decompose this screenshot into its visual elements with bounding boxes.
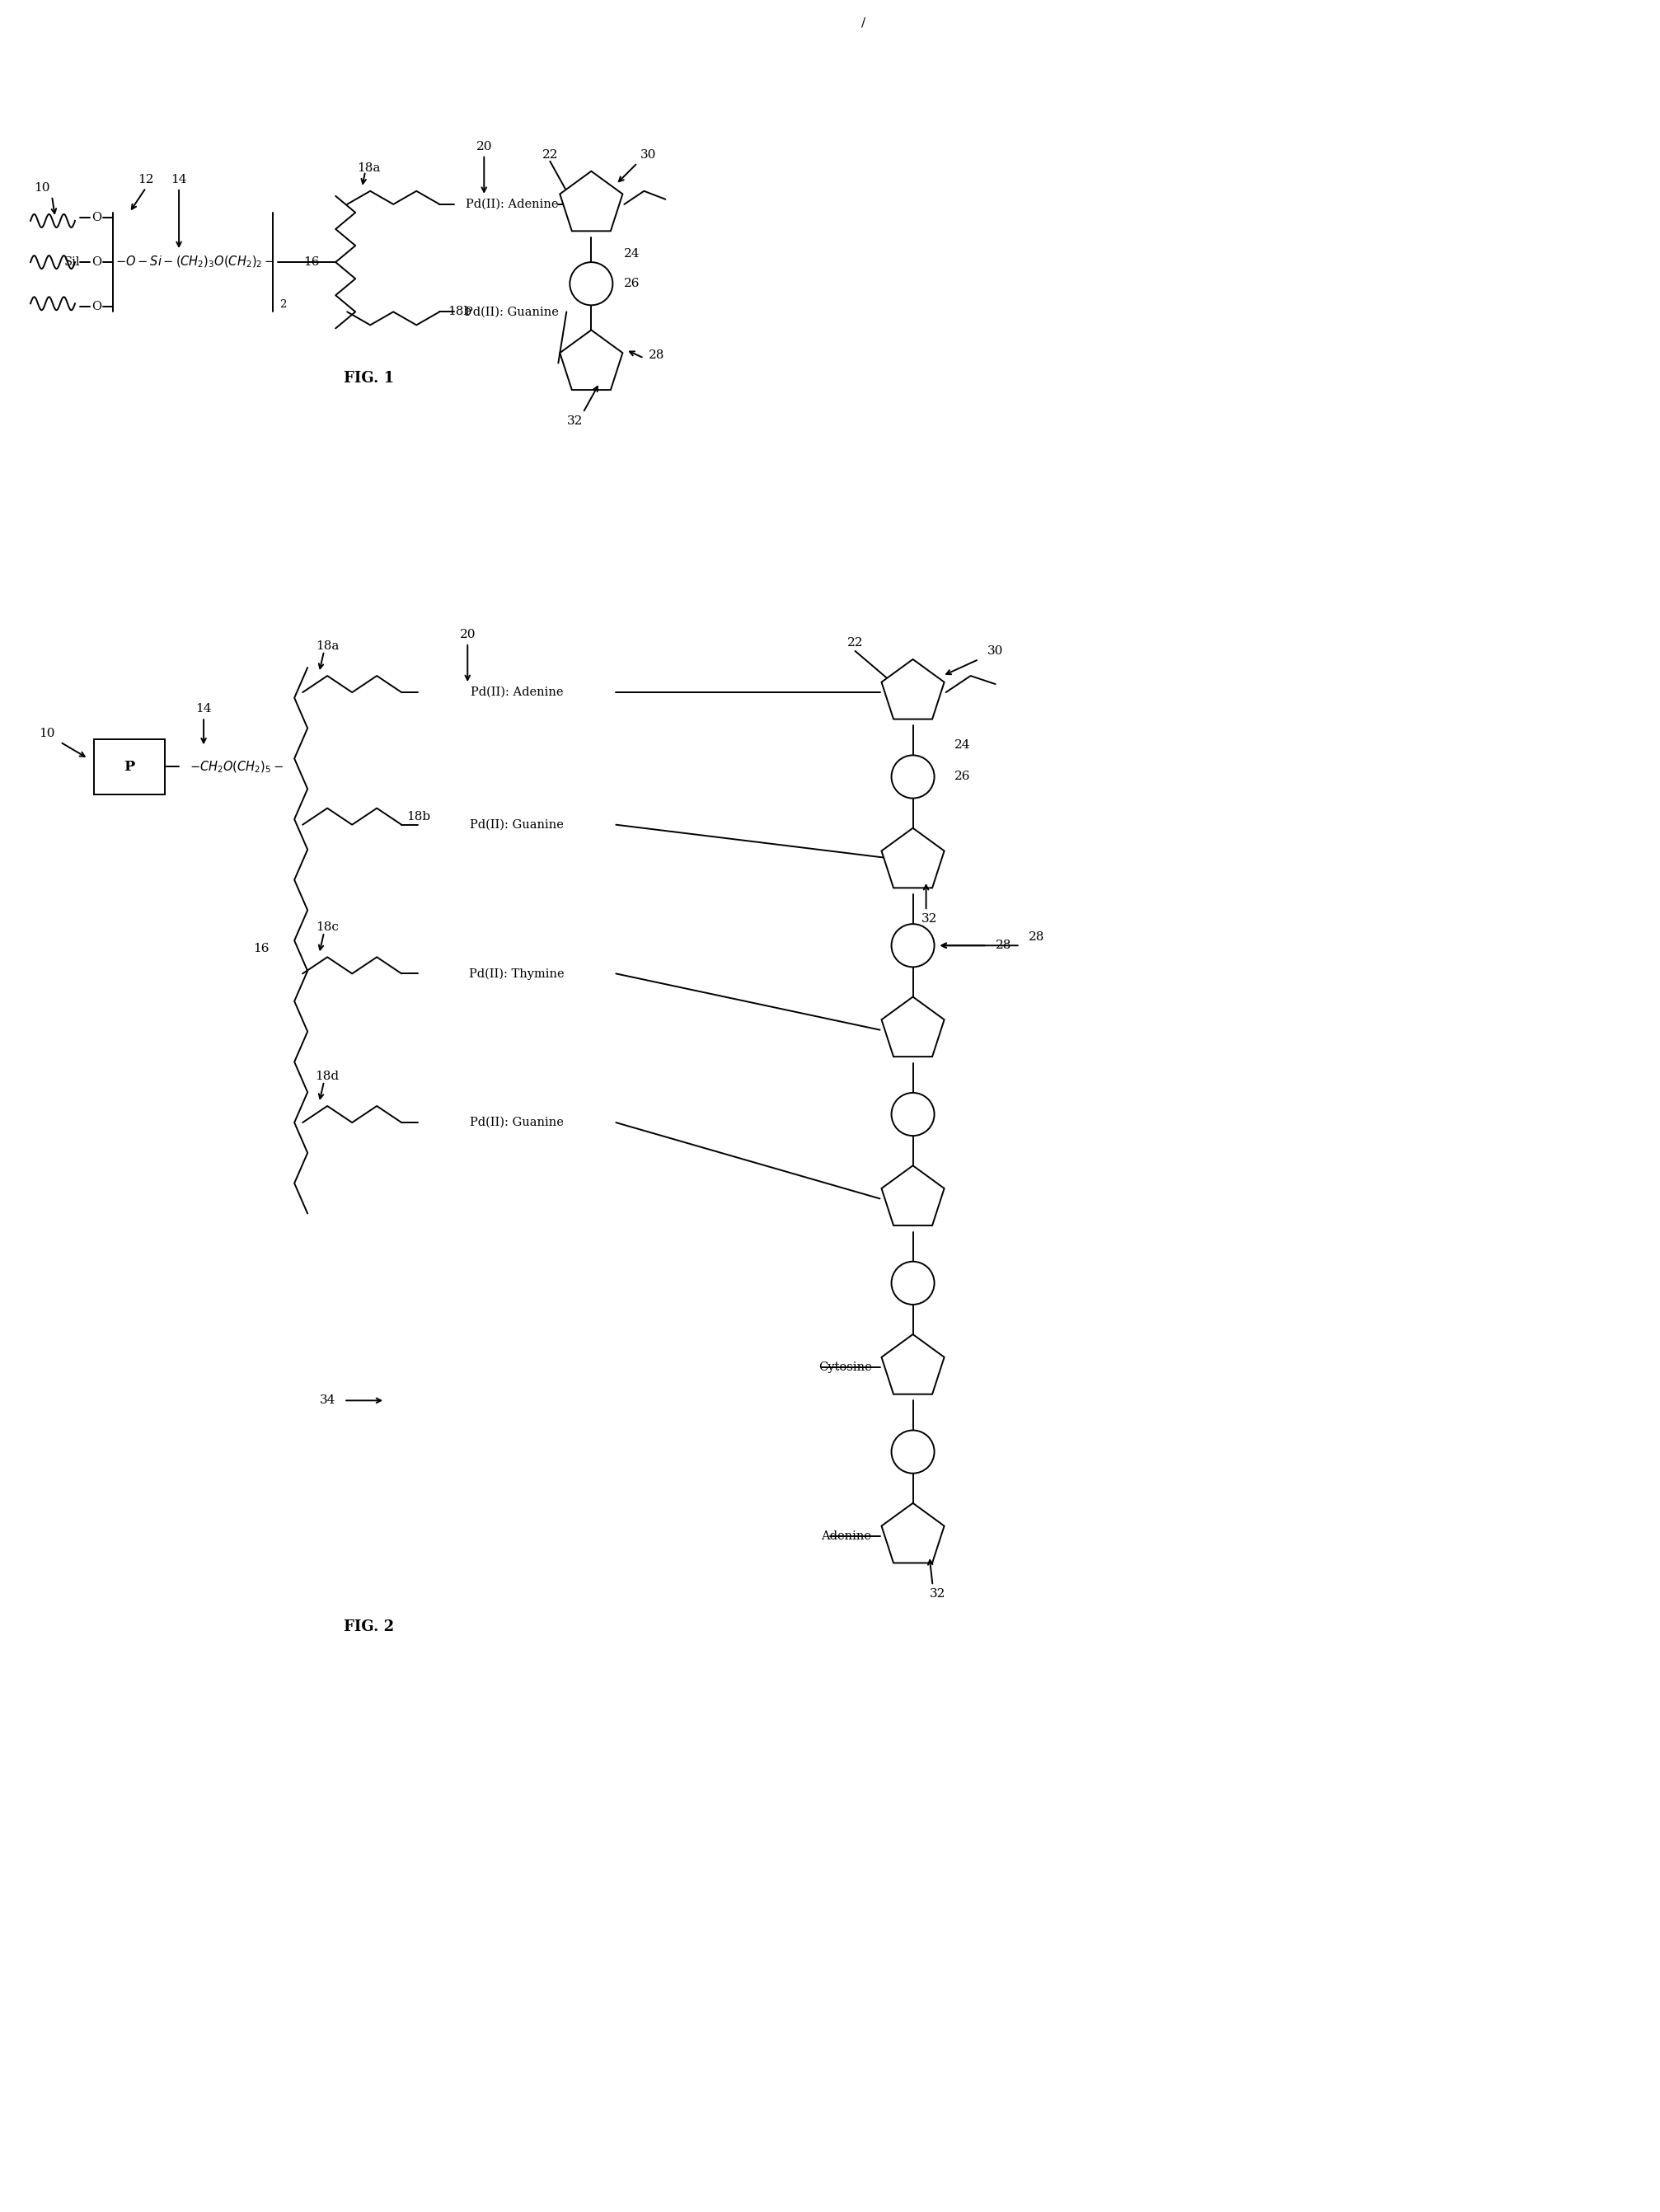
Text: P: P <box>124 759 134 774</box>
Text: Pd(II): Adenine: Pd(II): Adenine <box>470 686 563 699</box>
Text: 28: 28 <box>1028 931 1044 942</box>
Polygon shape <box>559 330 622 389</box>
Text: 22: 22 <box>541 148 558 161</box>
Circle shape <box>891 1093 935 1135</box>
Circle shape <box>569 263 613 305</box>
Text: 14: 14 <box>196 703 211 714</box>
Text: 24: 24 <box>624 248 641 259</box>
Text: 10: 10 <box>38 728 55 739</box>
FancyBboxPatch shape <box>95 739 164 794</box>
Text: 2: 2 <box>279 299 286 310</box>
Polygon shape <box>881 1504 945 1564</box>
Polygon shape <box>881 659 945 719</box>
Text: 30: 30 <box>986 646 1003 657</box>
Text: 18d: 18d <box>315 1071 339 1082</box>
Text: 18b: 18b <box>448 305 471 319</box>
Text: 20: 20 <box>476 142 491 153</box>
Text: 20: 20 <box>460 628 475 639</box>
Text: 32: 32 <box>921 914 936 925</box>
Text: 26: 26 <box>624 279 641 290</box>
Text: 28: 28 <box>649 349 664 361</box>
Polygon shape <box>559 170 622 230</box>
Text: Pd(II): Guanine: Pd(II): Guanine <box>465 305 559 319</box>
Text: O: O <box>91 301 101 312</box>
Text: Pd(II): Thymine: Pd(II): Thymine <box>470 967 564 980</box>
Text: Cytosine: Cytosine <box>818 1363 872 1374</box>
Text: 12: 12 <box>138 175 154 186</box>
Text: O: O <box>91 212 101 223</box>
Circle shape <box>891 925 935 967</box>
Text: 18a: 18a <box>357 161 380 173</box>
Polygon shape <box>881 998 945 1057</box>
Text: 14: 14 <box>171 175 188 186</box>
Text: 16: 16 <box>302 257 319 268</box>
Text: $-CH_2O(CH_2)_5-$: $-CH_2O(CH_2)_5-$ <box>189 759 284 774</box>
Text: 10: 10 <box>33 181 50 192</box>
Text: 32: 32 <box>930 1588 945 1599</box>
Text: 18a: 18a <box>315 639 339 653</box>
Text: Adenine: Adenine <box>822 1531 871 1542</box>
Text: 18b: 18b <box>407 810 430 823</box>
Text: O: O <box>91 257 101 268</box>
Text: 30: 30 <box>641 148 656 161</box>
Polygon shape <box>881 1166 945 1225</box>
Text: 32: 32 <box>566 416 583 427</box>
Polygon shape <box>881 827 945 887</box>
Circle shape <box>891 1261 935 1305</box>
Text: /: / <box>862 15 865 29</box>
Text: 18c: 18c <box>315 922 339 933</box>
Text: 26: 26 <box>953 772 969 783</box>
Text: Pd(II): Guanine: Pd(II): Guanine <box>470 1117 564 1128</box>
Polygon shape <box>881 1334 945 1394</box>
Text: 16: 16 <box>254 942 269 956</box>
Text: Pd(II): Guanine: Pd(II): Guanine <box>470 818 564 830</box>
Text: Pd(II): Adenine: Pd(II): Adenine <box>465 199 558 210</box>
Text: 34: 34 <box>319 1396 335 1407</box>
Circle shape <box>891 754 935 799</box>
Text: Sil: Sil <box>63 257 80 268</box>
Text: 22: 22 <box>847 637 863 648</box>
Text: FIG. 1: FIG. 1 <box>344 372 393 385</box>
Text: FIG. 2: FIG. 2 <box>344 1619 393 1635</box>
Text: 24: 24 <box>953 739 969 752</box>
Text: 28: 28 <box>994 940 1011 951</box>
Text: $-O-Si-(CH_2)_3O(CH_2)_2-$: $-O-Si-(CH_2)_3O(CH_2)_2-$ <box>116 254 276 270</box>
Circle shape <box>891 1431 935 1473</box>
